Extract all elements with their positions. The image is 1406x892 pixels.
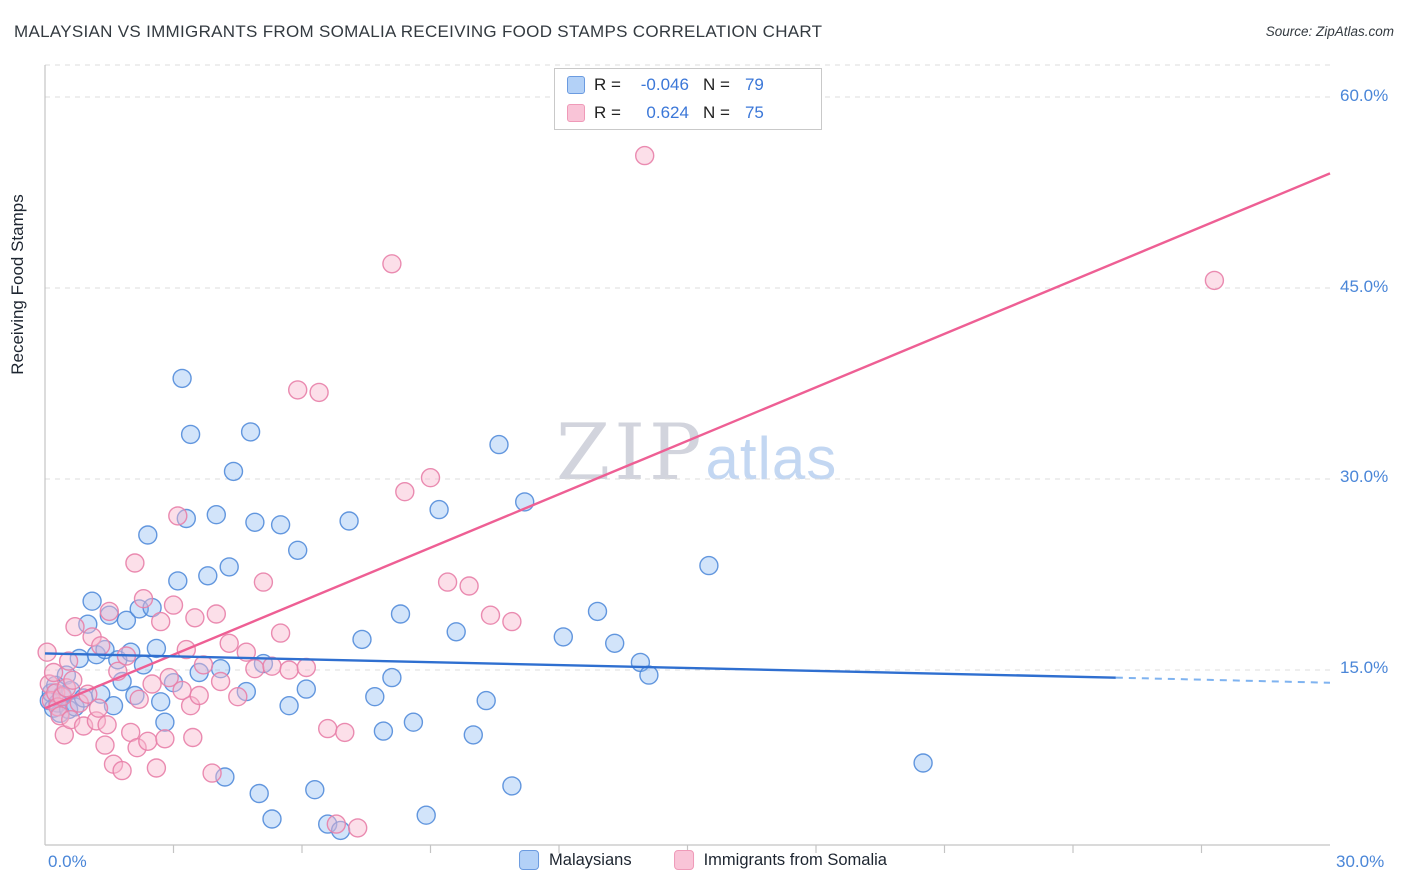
r-label: R = bbox=[594, 103, 621, 122]
somalia-swatch bbox=[673, 850, 694, 870]
blue-series-swatch bbox=[567, 76, 585, 94]
r-label: R = bbox=[594, 75, 621, 94]
legend-row-malaysians: R = -0.046 N = 79 bbox=[567, 73, 809, 97]
y-tick-45: 45.0% bbox=[1340, 277, 1389, 296]
somalia-label: Immigrants from Somalia bbox=[703, 850, 887, 869]
zipatlas-watermark: ZIP atlas bbox=[556, 408, 837, 498]
legend-item-malaysians: Malaysians bbox=[519, 850, 632, 870]
n-value-malaysians: 79 bbox=[744, 75, 764, 94]
y-tick-15: 15.0% bbox=[1340, 658, 1389, 677]
chart-title: MALAYSIAN VS IMMIGRANTS FROM SOMALIA REC… bbox=[14, 22, 823, 41]
r-value-somalia: 0.624 bbox=[646, 103, 689, 122]
y-tick-60: 60.0% bbox=[1340, 86, 1389, 105]
r-value-malaysians: -0.046 bbox=[640, 75, 689, 94]
n-label: N = bbox=[702, 103, 730, 122]
malaysians-label: Malaysians bbox=[549, 850, 632, 869]
y-tick-30: 30.0% bbox=[1340, 467, 1389, 486]
watermark-zip-text: ZIP bbox=[556, 408, 706, 498]
source-attribution: Source: ZipAtlas.com bbox=[1265, 24, 1394, 39]
n-value-somalia: 75 bbox=[744, 103, 764, 122]
legend-row-somalia: R = 0.624 N = 75 bbox=[567, 101, 809, 125]
pink-series-swatch bbox=[567, 104, 585, 122]
legend-item-somalia: Immigrants from Somalia bbox=[673, 850, 887, 870]
x-tick-min: 0.0% bbox=[48, 852, 87, 871]
malaysians-swatch bbox=[519, 850, 540, 870]
n-label: N = bbox=[702, 75, 730, 94]
watermark-atlas-text: atlas bbox=[705, 425, 838, 492]
series-legend: Malaysians Immigrants from Somalia bbox=[519, 850, 887, 870]
x-tick-max: 30.0% bbox=[1336, 852, 1385, 871]
correlation-legend-box: R = -0.046 N = 79 R = 0.624 N = 75 bbox=[554, 68, 822, 130]
